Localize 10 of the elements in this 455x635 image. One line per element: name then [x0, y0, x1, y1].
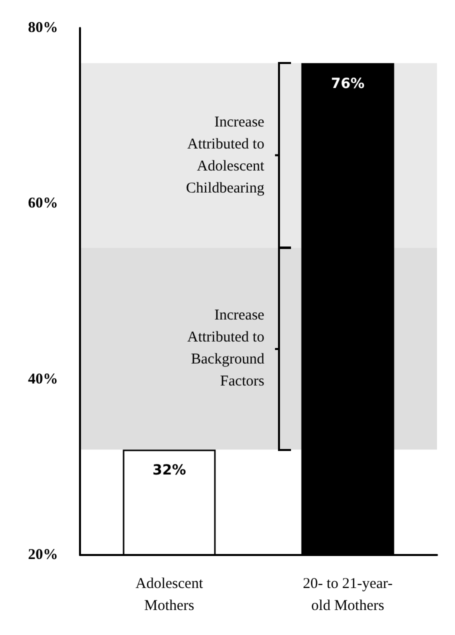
- data-label: 76%: [330, 76, 365, 92]
- y-tick-label: 40%: [28, 371, 58, 388]
- y-tick-label: 80%: [28, 20, 58, 36]
- data-label: 32%: [152, 462, 186, 479]
- x-tick-label: 20- to 21-year- old Mothers: [302, 576, 393, 614]
- band-label: Increase Attributed to Adolescent Childbearing: [186, 114, 266, 196]
- band-label: Increase Attributed to Background Factors: [187, 308, 265, 390]
- y-tick-label: 60%: [28, 196, 58, 212]
- y-tick-label: 20%: [28, 547, 58, 563]
- x-tick-label: Adolescent Mothers: [136, 576, 204, 614]
